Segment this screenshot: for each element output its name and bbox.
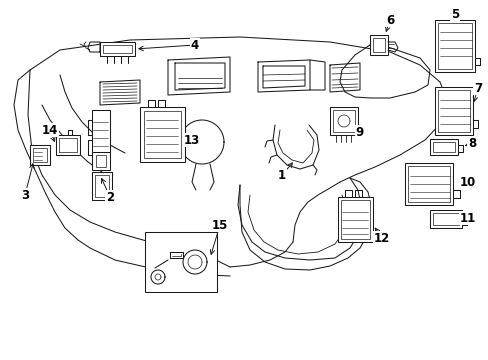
- Bar: [432, 213, 458, 225]
- Bar: [437, 90, 469, 132]
- Bar: [434, 87, 472, 135]
- Bar: [56, 135, 80, 155]
- Bar: [337, 197, 372, 242]
- Text: 9: 9: [355, 126, 364, 139]
- Text: 3: 3: [21, 189, 29, 202]
- Text: 1: 1: [277, 168, 285, 181]
- Bar: [369, 35, 387, 55]
- Bar: [434, 20, 474, 72]
- Text: 6: 6: [385, 14, 393, 27]
- Text: 10: 10: [459, 176, 475, 189]
- Bar: [59, 138, 77, 152]
- Text: 7: 7: [473, 81, 481, 95]
- Bar: [432, 142, 454, 152]
- Bar: [372, 38, 384, 52]
- Bar: [92, 110, 110, 155]
- Bar: [429, 210, 461, 228]
- Bar: [429, 139, 457, 155]
- Bar: [96, 155, 106, 167]
- Bar: [92, 152, 110, 170]
- Bar: [103, 45, 132, 53]
- Bar: [437, 23, 471, 69]
- Text: 15: 15: [211, 219, 228, 231]
- Bar: [407, 166, 449, 202]
- Bar: [145, 232, 217, 292]
- Text: 4: 4: [190, 39, 199, 51]
- Text: 8: 8: [467, 136, 475, 149]
- Bar: [100, 42, 135, 56]
- Text: 13: 13: [183, 134, 200, 147]
- Bar: [92, 172, 112, 200]
- Text: 12: 12: [373, 231, 389, 244]
- Text: 5: 5: [450, 8, 458, 21]
- Bar: [329, 107, 357, 135]
- Bar: [143, 111, 181, 158]
- Bar: [140, 107, 184, 162]
- Text: 11: 11: [459, 212, 475, 225]
- Bar: [332, 110, 354, 132]
- Text: 14: 14: [42, 123, 58, 136]
- Bar: [404, 163, 452, 205]
- Bar: [340, 200, 369, 239]
- Text: 2: 2: [106, 190, 114, 203]
- Bar: [95, 175, 109, 197]
- Bar: [33, 148, 47, 162]
- Bar: [30, 145, 50, 165]
